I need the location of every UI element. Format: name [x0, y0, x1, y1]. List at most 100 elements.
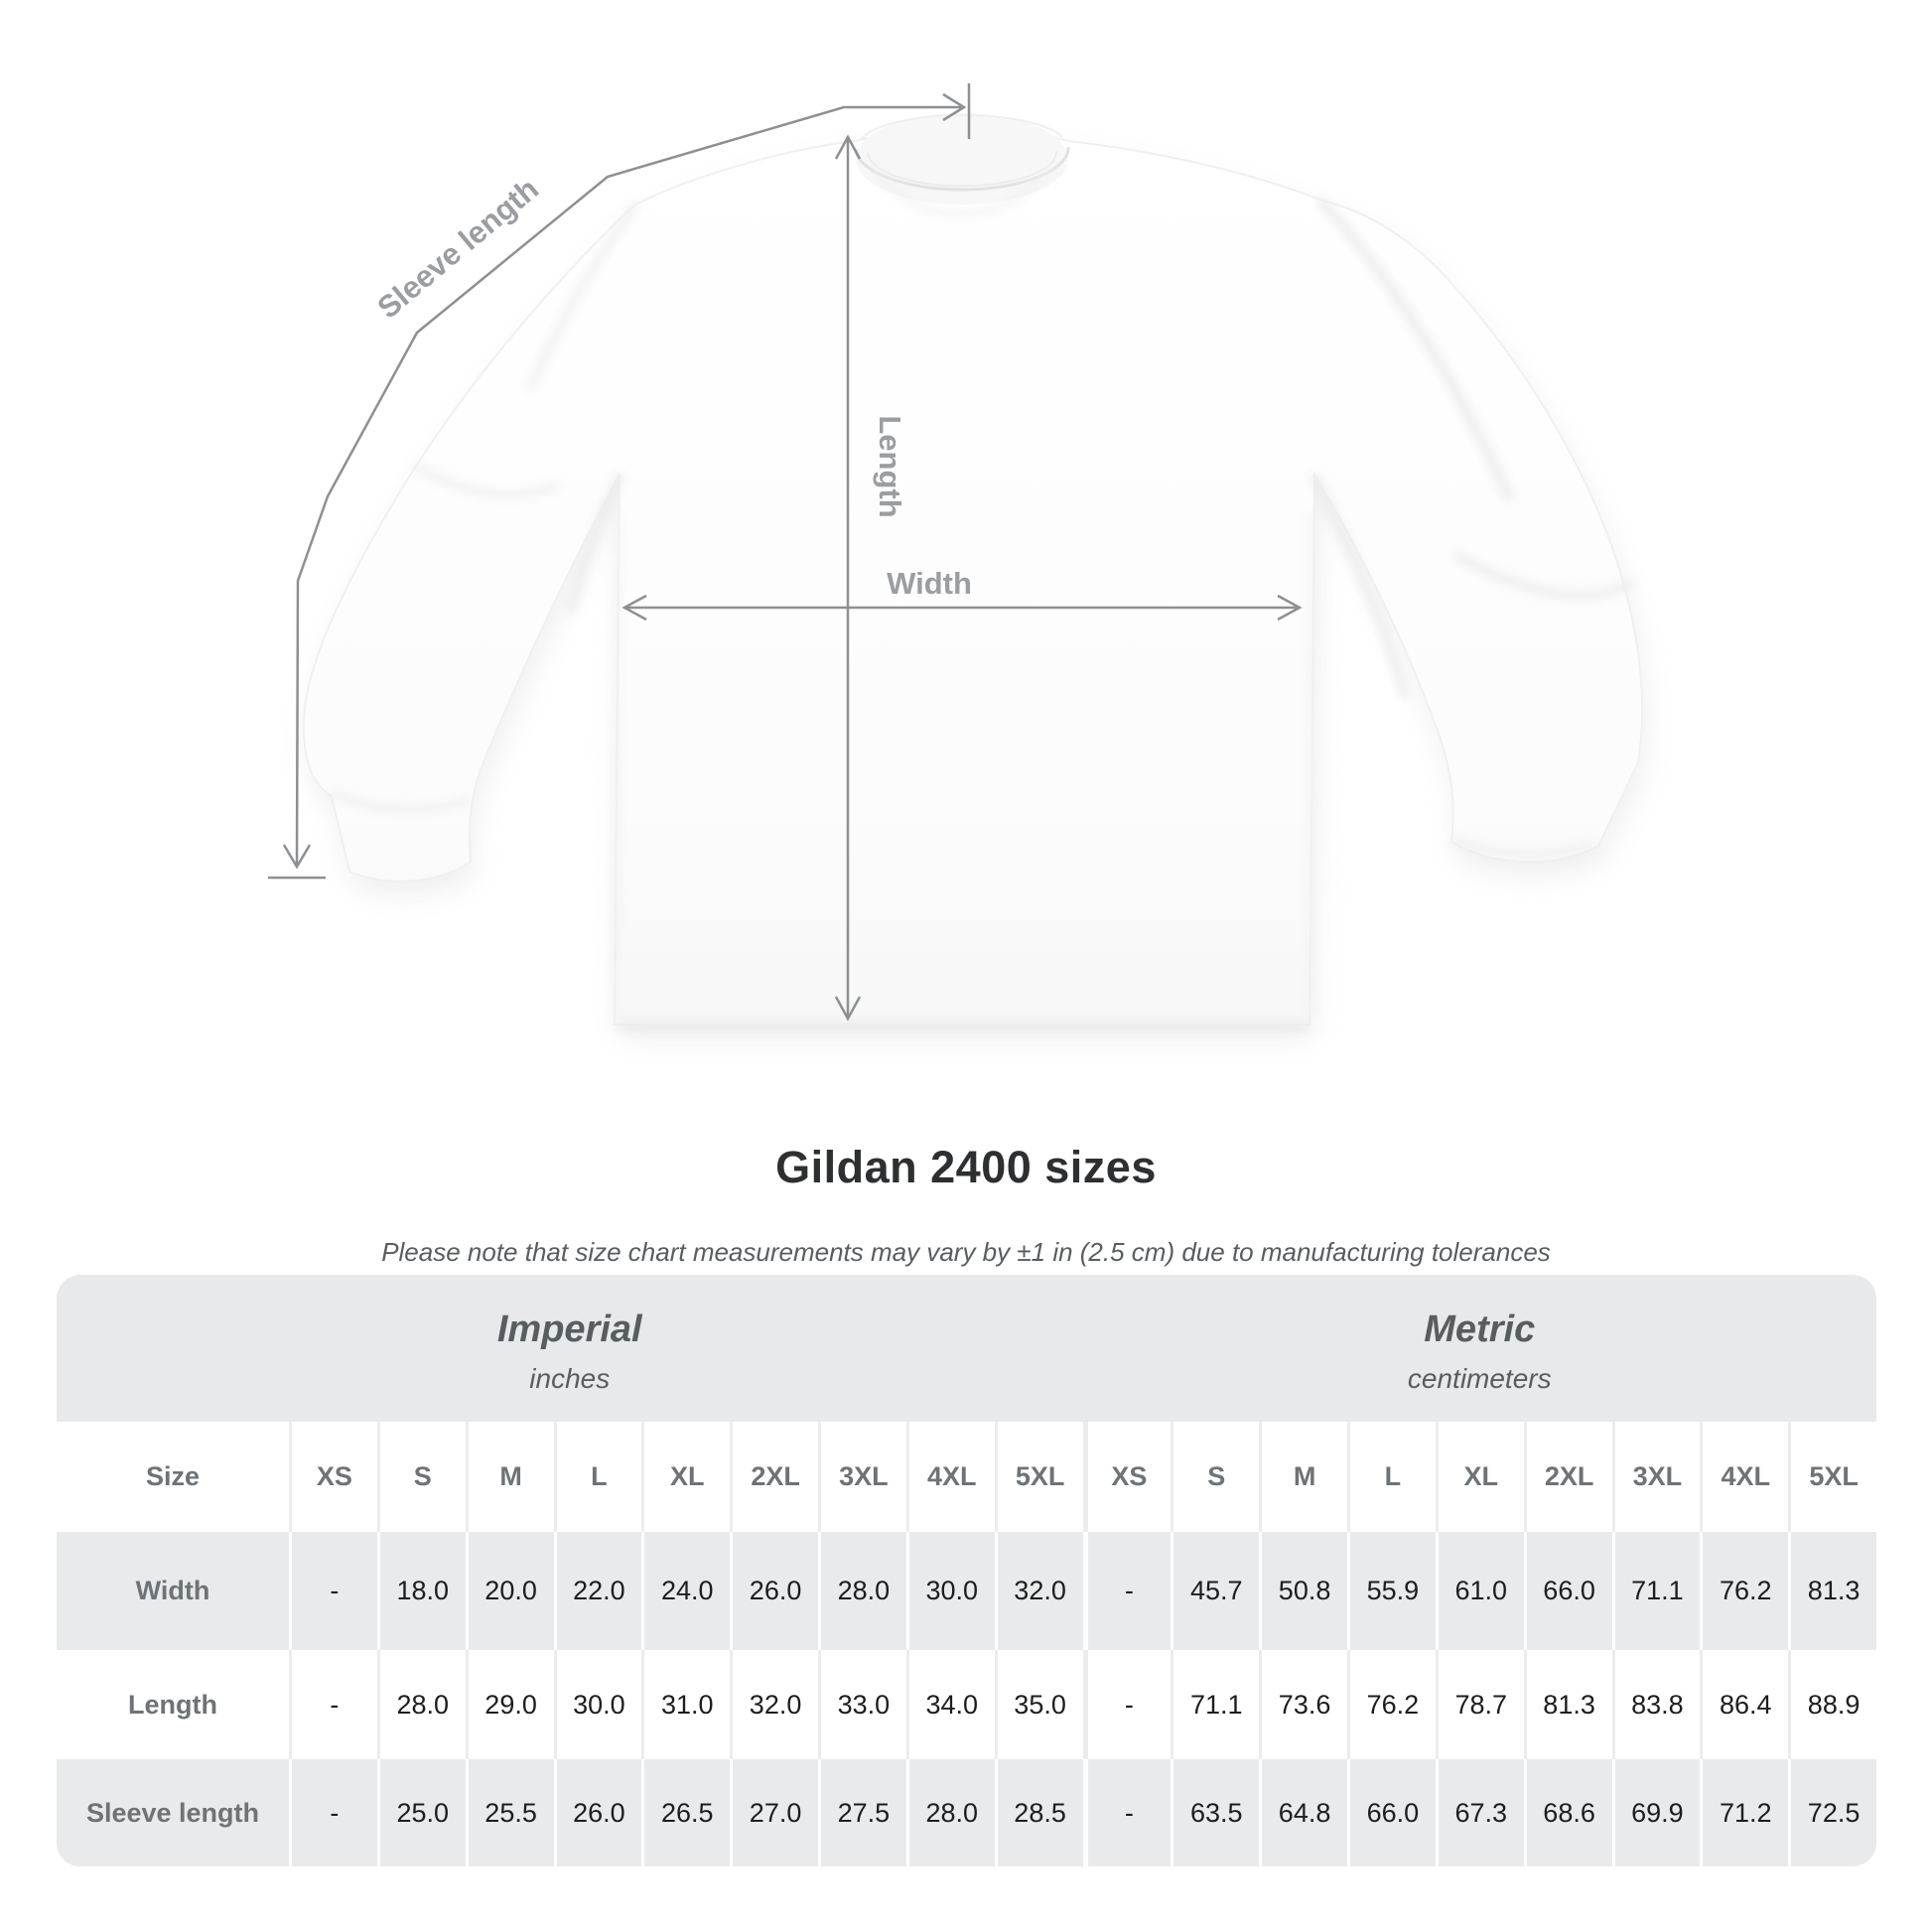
value-length-imperial-xl: 31.0 — [641, 1650, 731, 1759]
value-length-imperial-5xl: 35.0 — [994, 1650, 1083, 1759]
size-table: Imperial inches Metric centimeters Size X… — [57, 1275, 1876, 1866]
size-header-metric-xl: XL — [1435, 1422, 1524, 1532]
imperial-section-unit: inches — [529, 1362, 611, 1394]
value-sleeve-length-metric-xs: - — [1082, 1759, 1172, 1866]
size-header-metric-xs: XS — [1082, 1422, 1172, 1532]
size-header-imperial-m: M — [465, 1422, 554, 1532]
sleeve-length-arrow-right — [942, 92, 967, 122]
page-title: Gildan 2400 sizes — [775, 1142, 1157, 1192]
metric-section-header: Metric centimeters — [1082, 1275, 1876, 1422]
value-sleeve-length-metric-l: 66.0 — [1347, 1759, 1436, 1866]
metric-section-title: Metric — [1424, 1308, 1536, 1350]
tolerance-note: Please note that size chart measurements… — [381, 1237, 1551, 1267]
size-header-imperial-4xl: 4XL — [905, 1422, 995, 1532]
value-width-imperial-xl: 24.0 — [641, 1532, 731, 1650]
sleeve-length-line — [295, 105, 961, 867]
value-width-imperial-2xl: 26.0 — [730, 1532, 818, 1650]
size-header-metric-s: S — [1171, 1422, 1260, 1532]
width-label: Width — [887, 566, 972, 601]
value-sleeve-length-imperial-xs: - — [289, 1759, 377, 1866]
size-header-imperial-l: L — [553, 1422, 642, 1532]
length-arrow-up — [834, 134, 862, 160]
value-width-imperial-3xl: 28.0 — [818, 1532, 906, 1650]
value-sleeve-length-imperial-l: 26.0 — [553, 1759, 642, 1866]
value-width-metric-xl: 61.0 — [1435, 1532, 1524, 1650]
length-label: Length — [873, 415, 907, 517]
width-dimension — [621, 594, 1303, 621]
size-header-metric-l: L — [1347, 1422, 1436, 1532]
value-length-imperial-2xl: 32.0 — [730, 1650, 818, 1759]
value-width-imperial-l: 22.0 — [553, 1532, 642, 1650]
value-width-metric-s: 45.7 — [1171, 1532, 1260, 1650]
size-header-imperial-s: S — [376, 1422, 466, 1532]
width-arrow-right — [1277, 594, 1303, 621]
value-length-metric-3xl: 83.8 — [1611, 1650, 1701, 1759]
value-length-imperial-xs: - — [289, 1650, 377, 1759]
shirt-measurement-diagram: Sleeve length Length Width — [268, 83, 1646, 1038]
value-width-imperial-m: 20.0 — [465, 1532, 554, 1650]
value-width-metric-xs: - — [1082, 1532, 1172, 1650]
size-header-metric-5xl: 5XL — [1788, 1422, 1876, 1532]
value-sleeve-length-metric-s: 63.5 — [1171, 1759, 1260, 1866]
value-length-imperial-s: 28.0 — [376, 1650, 466, 1759]
value-sleeve-length-metric-xl: 67.3 — [1435, 1759, 1524, 1866]
width-arrow-left — [621, 594, 647, 621]
size-header-metric-m: M — [1259, 1422, 1347, 1532]
value-width-imperial-4xl: 30.0 — [905, 1532, 995, 1650]
row-label-width: Width — [57, 1532, 289, 1650]
value-sleeve-length-metric-3xl: 69.9 — [1611, 1759, 1701, 1866]
value-sleeve-length-imperial-xl: 26.5 — [641, 1759, 731, 1866]
value-width-metric-m: 50.8 — [1259, 1532, 1347, 1650]
value-length-metric-xs: - — [1082, 1650, 1172, 1759]
shirt-shading — [331, 166, 1635, 1030]
value-width-metric-3xl: 71.1 — [1611, 1532, 1701, 1650]
value-sleeve-length-imperial-2xl: 27.0 — [730, 1759, 818, 1866]
metric-section-unit: centimeters — [1407, 1362, 1552, 1394]
value-sleeve-length-metric-2xl: 68.6 — [1523, 1759, 1612, 1866]
value-sleeve-length-metric-5xl: 72.5 — [1788, 1759, 1876, 1866]
value-sleeve-length-imperial-4xl: 28.0 — [905, 1759, 995, 1866]
length-dimension — [834, 134, 862, 1022]
value-width-imperial-xs: - — [289, 1532, 377, 1650]
size-header-imperial-xs: XS — [289, 1422, 377, 1532]
imperial-section-header: Imperial inches — [57, 1275, 1083, 1422]
value-length-metric-l: 76.2 — [1347, 1650, 1436, 1759]
size-column-header: Size — [57, 1422, 289, 1532]
length-arrow-down — [834, 996, 862, 1022]
value-sleeve-length-metric-4xl: 71.2 — [1700, 1759, 1789, 1866]
size-header-metric-3xl: 3XL — [1611, 1422, 1701, 1532]
value-width-metric-l: 55.9 — [1347, 1532, 1436, 1650]
value-length-imperial-4xl: 34.0 — [905, 1650, 995, 1759]
value-length-metric-5xl: 88.9 — [1788, 1650, 1876, 1759]
value-length-imperial-3xl: 33.0 — [818, 1650, 906, 1759]
size-header-metric-2xl: 2XL — [1523, 1422, 1612, 1532]
value-width-imperial-5xl: 32.0 — [994, 1532, 1083, 1650]
size-header-imperial-2xl: 2XL — [730, 1422, 818, 1532]
value-sleeve-length-imperial-s: 25.0 — [376, 1759, 466, 1866]
value-sleeve-length-metric-m: 64.8 — [1259, 1759, 1347, 1866]
value-sleeve-length-imperial-3xl: 27.5 — [818, 1759, 906, 1866]
value-sleeve-length-imperial-5xl: 28.5 — [994, 1759, 1083, 1866]
shirt-collar — [854, 113, 1070, 205]
value-length-metric-2xl: 81.3 — [1523, 1650, 1612, 1759]
value-length-metric-m: 73.6 — [1259, 1650, 1347, 1759]
size-header-imperial-xl: XL — [641, 1422, 731, 1532]
value-length-metric-s: 71.1 — [1171, 1650, 1260, 1759]
sleeve-length-arrow-down — [282, 844, 312, 870]
sleeve-length-dimension — [268, 83, 971, 880]
size-header-imperial-5xl: 5XL — [994, 1422, 1083, 1532]
row-label-sleeve-length: Sleeve length — [57, 1759, 289, 1866]
imperial-section-title: Imperial — [496, 1308, 642, 1350]
row-label-length: Length — [57, 1650, 289, 1759]
value-length-imperial-m: 29.0 — [465, 1650, 554, 1759]
size-header-imperial-3xl: 3XL — [818, 1422, 906, 1532]
value-width-metric-5xl: 81.3 — [1788, 1532, 1876, 1650]
value-sleeve-length-imperial-m: 25.5 — [465, 1759, 554, 1866]
value-length-metric-4xl: 86.4 — [1700, 1650, 1789, 1759]
value-width-metric-4xl: 76.2 — [1700, 1532, 1789, 1650]
value-width-imperial-s: 18.0 — [376, 1532, 466, 1650]
value-length-metric-xl: 78.7 — [1435, 1650, 1524, 1759]
size-header-metric-4xl: 4XL — [1700, 1422, 1789, 1532]
value-width-metric-2xl: 66.0 — [1523, 1532, 1612, 1650]
